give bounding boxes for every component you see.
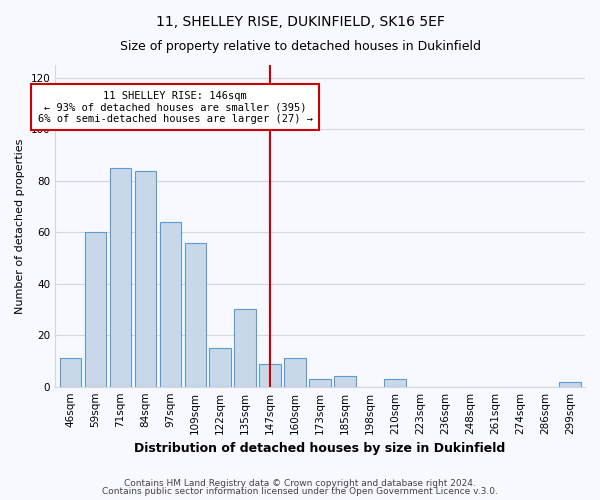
Bar	[209, 348, 231, 387]
Bar	[284, 358, 306, 386]
Bar	[134, 170, 156, 386]
Bar	[235, 310, 256, 386]
Text: Contains HM Land Registry data © Crown copyright and database right 2024.: Contains HM Land Registry data © Crown c…	[124, 478, 476, 488]
Bar	[559, 382, 581, 386]
Text: Contains public sector information licensed under the Open Government Licence v.: Contains public sector information licen…	[102, 487, 498, 496]
Bar	[185, 242, 206, 386]
Text: 11 SHELLEY RISE: 146sqm
← 93% of detached houses are smaller (395)
6% of semi-de: 11 SHELLEY RISE: 146sqm ← 93% of detache…	[38, 90, 313, 124]
Bar	[85, 232, 106, 386]
Bar	[110, 168, 131, 386]
Bar	[334, 376, 356, 386]
Text: Size of property relative to detached houses in Dukinfield: Size of property relative to detached ho…	[119, 40, 481, 53]
X-axis label: Distribution of detached houses by size in Dukinfield: Distribution of detached houses by size …	[134, 442, 506, 455]
Bar	[59, 358, 81, 386]
Bar	[385, 379, 406, 386]
Bar	[259, 364, 281, 386]
Text: 11, SHELLEY RISE, DUKINFIELD, SK16 5EF: 11, SHELLEY RISE, DUKINFIELD, SK16 5EF	[155, 15, 445, 29]
Y-axis label: Number of detached properties: Number of detached properties	[15, 138, 25, 314]
Bar	[160, 222, 181, 386]
Bar	[310, 379, 331, 386]
